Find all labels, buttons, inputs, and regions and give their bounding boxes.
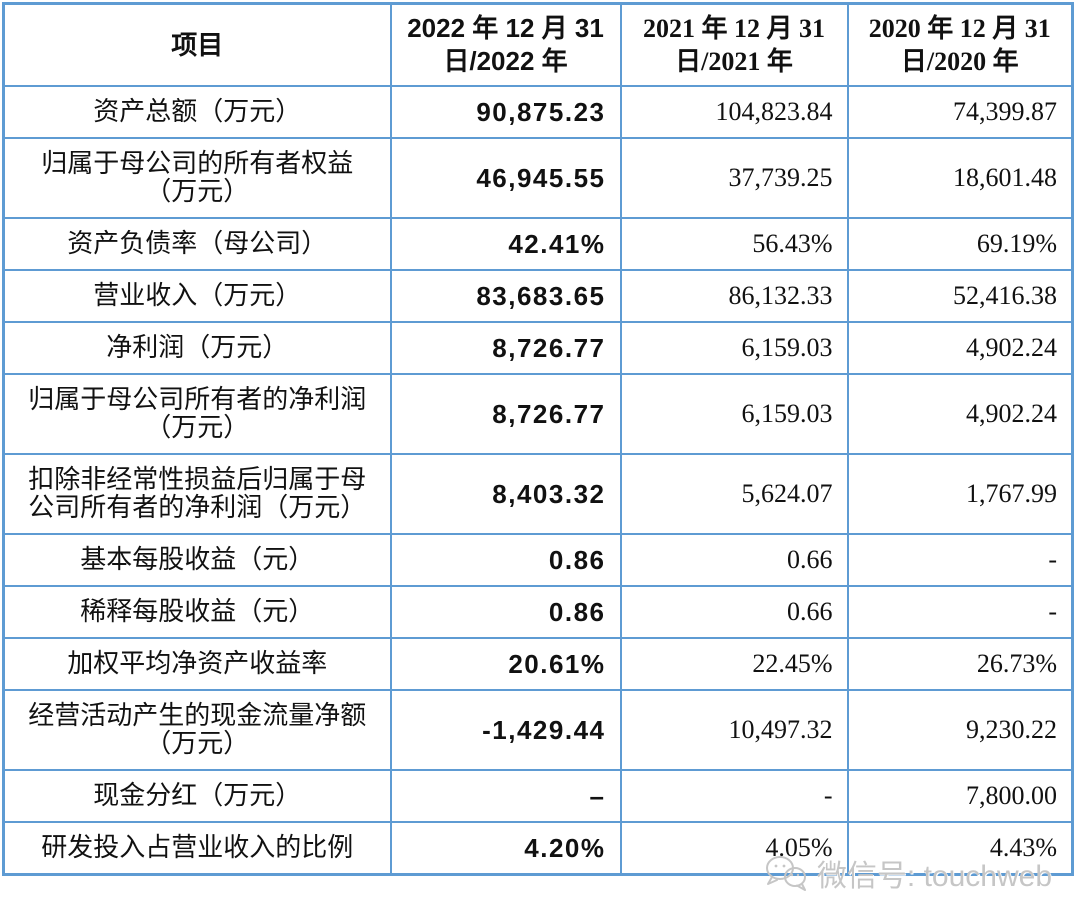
row-label: 稀释每股收益（元） (2, 585, 392, 639)
watermark-label: 微信号: touchweb (816, 860, 1052, 893)
cell-value: 0.86 (389, 585, 622, 639)
table-row: 净利润（万元） 8,726.77 6,159.03 4,902.24 (2, 321, 1074, 375)
table-row: 营业收入（万元） 83,683.65 86,132.33 52,416.38 (2, 269, 1074, 323)
row-label: 归属于母公司的所有者权益 （万元） (2, 137, 392, 219)
cell-value: 8,726.77 (389, 373, 622, 455)
row-label: 净利润（万元） (2, 321, 392, 375)
cell-value: 74,399.87 (846, 85, 1074, 139)
cell-value: 90,875.23 (389, 85, 622, 139)
cell-value: 20.61% (389, 637, 622, 691)
table-body: 资产总额（万元） 90,875.23 104,823.84 74,399.87 归属于母… (2, 85, 1074, 876)
cell-value: - (846, 585, 1074, 639)
table-row: 研发投入占营业收入的比例 4.20% 4.05% 4.43% (2, 821, 1074, 876)
cell-value: - (846, 533, 1074, 587)
cell-value: 8,726.77 (389, 321, 622, 375)
column-header: 2022 年 12 月 31 日/2022 年 (389, 2, 622, 87)
row-label: 扣除非经常性损益后归属于母 公司所有者的净利润（万元） (2, 453, 392, 535)
table-row: 资产总额（万元） 90,875.23 104,823.84 74,399.87 (2, 85, 1074, 139)
cell-value: 56.43% (619, 217, 849, 271)
table-row: 加权平均净资产收益率 20.61% 22.45% 26.73% (2, 637, 1074, 691)
cell-value: 6,159.03 (619, 373, 849, 455)
wechat-icon (765, 856, 806, 891)
row-label: 现金分红（万元） (2, 769, 392, 823)
cell-value: 7,800.00 (846, 769, 1074, 823)
row-label: 经营活动产生的现金流量净额 （万元） (2, 689, 392, 771)
cell-value: 83,683.65 (389, 269, 622, 323)
table-row: 经营活动产生的现金流量净额 （万元） -1,429.44 10,497.32 9,23… (2, 689, 1074, 771)
cell-value: 86,132.33 (619, 269, 849, 323)
cell-value: 104,823.84 (619, 85, 849, 139)
cell-value: 4,902.24 (846, 373, 1074, 455)
cell-value: 22.45% (619, 637, 849, 691)
cell-value: 18,601.48 (846, 137, 1074, 219)
row-label: 营业收入（万元） (2, 269, 392, 323)
row-label: 资产负债率（母公司） (2, 217, 392, 271)
cell-value: 0.66 (619, 585, 849, 639)
cell-value: 1,767.99 (846, 453, 1074, 535)
column-header: 项目 (2, 2, 392, 87)
cell-value: 4.20% (389, 821, 622, 876)
cell-value: 42.41% (389, 217, 622, 271)
table-row: 稀释每股收益（元） 0.86 0.66- (2, 585, 1074, 639)
cell-value: 26.73% (846, 637, 1074, 691)
table-row: 归属于母公司所有者的净利润 （万元） 8,726.77 6,159.03 4,902.… (2, 373, 1074, 455)
table-row: 扣除非经常性损益后归属于母 公司所有者的净利润（万元） 8,403.32 5,624… (2, 453, 1074, 535)
cell-value: 4,902.24 (846, 321, 1074, 375)
column-header: 2020 年 12 月 31 日/2020 年 (846, 2, 1074, 87)
cell-value: 69.19% (846, 217, 1074, 271)
table-row: 基本每股收益（元） 0.86 0.66- (2, 533, 1074, 587)
cell-value: 8,403.32 (389, 453, 622, 535)
financial-summary-table: 项目 2022 年 12 月 31 日/2022 年 2021 年 12 月 31 … (2, 2, 1074, 876)
cell-value: 37,739.25 (619, 137, 849, 219)
cell-value: 6,159.03 (619, 321, 849, 375)
cell-value: – (389, 769, 622, 823)
table-row: 资产负债率（母公司） 42.41% 56.43% 69.19% (2, 217, 1074, 271)
row-label: 归属于母公司所有者的净利润 （万元） (2, 373, 392, 455)
cell-value: 0.66 (619, 533, 849, 587)
row-label: 研发投入占营业收入的比例 (2, 821, 392, 876)
table-row: 现金分红（万元） – -7,800.00 (2, 769, 1074, 823)
watermark: 微信号: touchweb (763, 851, 1052, 895)
row-label: 基本每股收益（元） (2, 533, 392, 587)
cell-value: 0.86 (389, 533, 622, 587)
cell-value: 9,230.22 (846, 689, 1074, 771)
header-row: 项目 2022 年 12 月 31 日/2022 年 2021 年 12 月 31 … (2, 2, 1074, 87)
column-header: 2021 年 12 月 31 日/2021 年 (619, 2, 849, 87)
table-row: 归属于母公司的所有者权益 （万元） 46,945.55 37,739.25 18,60… (2, 137, 1074, 219)
row-label: 加权平均净资产收益率 (2, 637, 392, 691)
cell-value: 10,497.32 (619, 689, 849, 771)
cell-value: 4.43% (846, 821, 1074, 876)
cell-value: -1,429.44 (389, 689, 622, 771)
cell-value: 46,945.55 (389, 137, 622, 219)
row-label: 资产总额（万元） (2, 85, 392, 139)
cell-value: 52,416.38 (846, 269, 1074, 323)
cell-value: - (619, 769, 849, 823)
cell-value: 5,624.07 (619, 453, 849, 535)
